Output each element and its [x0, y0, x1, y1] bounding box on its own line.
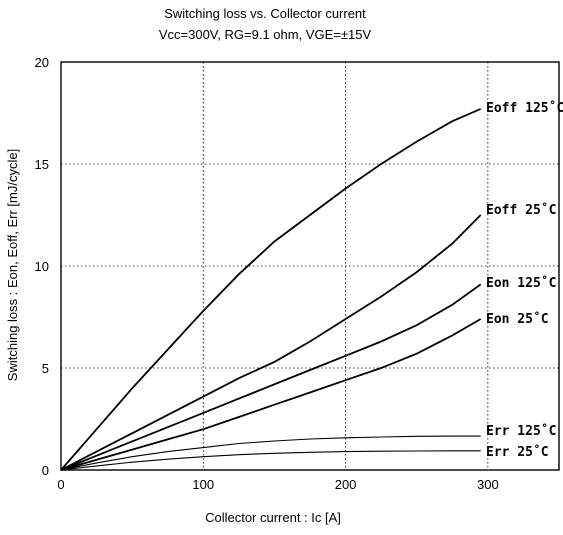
grid	[61, 62, 559, 470]
series-lines	[60, 108, 482, 471]
x-tick-label: 200	[335, 477, 357, 492]
plot-frame	[60, 61, 560, 471]
x-axis-label: Collector current : Ic [A]	[205, 510, 341, 525]
chart-subtitle: Vcc=300V, RG=9.1 ohm, VGE=±15V	[159, 27, 372, 42]
y-tick-label: 0	[42, 463, 49, 478]
curve-label-eon-125-c: Eon 125˚C	[486, 275, 556, 291]
series-line-eon-125-c	[60, 283, 482, 471]
y-axis-label: Switching loss : Eon, Eoff, Err [mJ/cycl…	[5, 149, 20, 381]
tick-labels: 0 100 200 300 0 5 10 15 20	[35, 55, 499, 492]
x-tick-label: 100	[192, 477, 214, 492]
y-tick-label: 10	[35, 259, 49, 274]
curve-label-err-25-c: Err 25˚C	[486, 444, 549, 460]
series-line-err-25-c	[60, 450, 481, 471]
series-line-eoff-25-c	[60, 214, 482, 471]
curve-labels: Eoff 125˚C Eoff 25˚C Eon 125˚C Eon 25˚C Err …	[486, 100, 563, 460]
series-line-eon-25-c	[60, 318, 482, 471]
y-tick-label: 5	[42, 361, 49, 376]
y-tick-label: 15	[35, 157, 49, 172]
x-tick-label: 0	[57, 477, 64, 492]
series-line-err-125-c	[60, 435, 481, 471]
y-tick-label: 20	[35, 55, 49, 70]
curve-label-err-125-c: Err 125˚C	[486, 423, 556, 439]
curve-label-eoff-25-c: Eoff 25˚C	[486, 202, 556, 218]
series-line-eoff-125-c	[60, 108, 482, 471]
chart-title: Switching loss vs. Collector current	[164, 6, 366, 21]
curve-label-eoff-125-c: Eoff 125˚C	[486, 100, 563, 116]
curve-label-eon-25-c: Eon 25˚C	[486, 311, 549, 327]
x-tick-label: 300	[477, 477, 499, 492]
